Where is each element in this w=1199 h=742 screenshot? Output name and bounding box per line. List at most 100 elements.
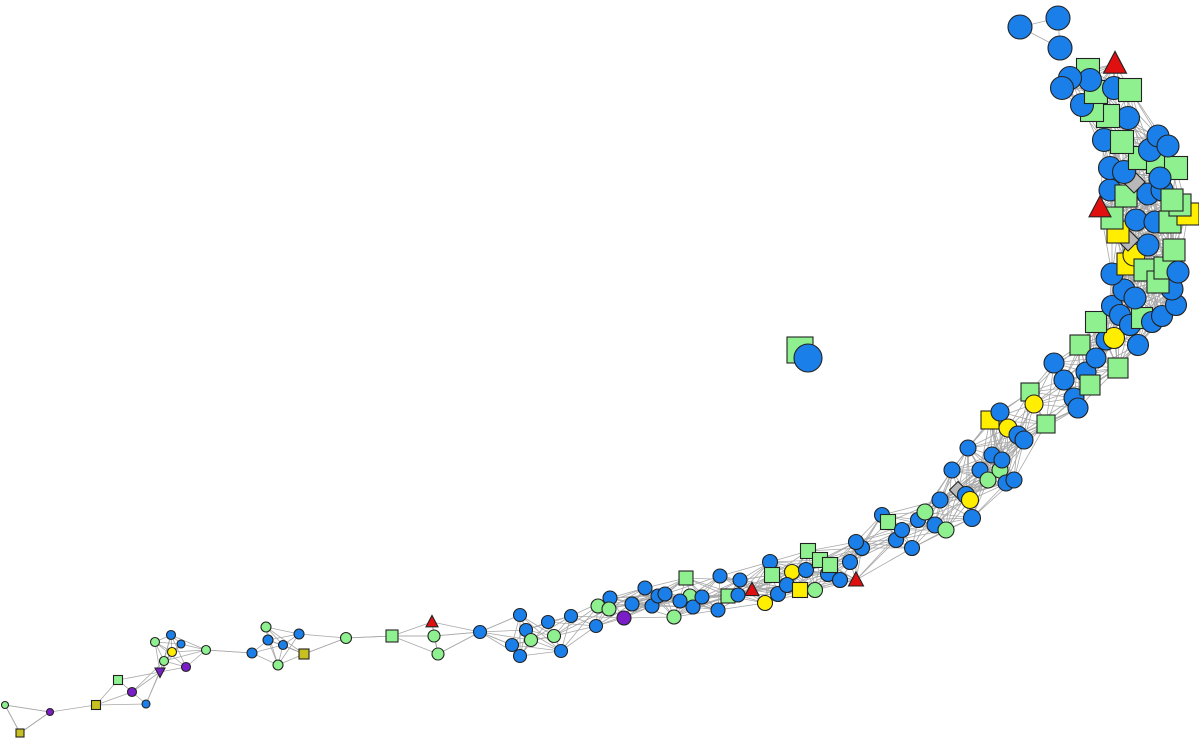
graph-node-green-square — [385, 629, 399, 643]
graph-node-green-square — [1109, 129, 1135, 155]
graph-edge — [433, 631, 481, 637]
graph-edge — [437, 631, 481, 655]
graph-node-green-circle — [149, 636, 161, 648]
graph-node-blue-circle — [1043, 352, 1065, 374]
graph-node-yellow-circle — [756, 594, 774, 612]
graph-node-olive-square — [15, 728, 25, 738]
graph-node-blue-circle — [1148, 166, 1172, 190]
graph-edge — [4, 704, 21, 734]
graph-edge — [277, 633, 300, 666]
graph-node-green-circle — [200, 644, 212, 656]
graph-node-blue-circle — [262, 634, 274, 646]
graph-node-green-circle — [916, 503, 934, 521]
graph-node-green-square — [1069, 334, 1091, 356]
graph-edge — [131, 671, 161, 693]
graph-edge — [855, 519, 919, 543]
graph-edge — [265, 626, 300, 635]
graph-node-green-circle — [546, 628, 562, 644]
graph-edge — [95, 703, 147, 706]
graph-edge — [971, 454, 993, 519]
graph-node-red-triangle — [744, 581, 760, 597]
graph-node-blue-circle — [1085, 347, 1107, 369]
graph-node-blue-circle — [732, 572, 748, 588]
graph-node-green-circle — [601, 601, 617, 617]
graph-edge — [49, 704, 97, 713]
graph-node-green-circle — [523, 632, 539, 648]
graph-node-yellow-circle — [166, 646, 178, 658]
graph-node-blue-circle — [959, 439, 977, 457]
graph-node-blue-circle — [903, 539, 921, 557]
graph-node-blue-circle — [831, 571, 849, 589]
graph-edge — [479, 614, 521, 633]
graph-node-blue-circle — [141, 699, 151, 709]
graph-node-yellow-circle — [1024, 394, 1044, 414]
graph-node-blue-circle — [1126, 333, 1150, 357]
graph-node-green-square — [1079, 374, 1101, 396]
graph-edge — [553, 625, 597, 637]
graph-nodes — [0, 5, 1199, 738]
graph-edge — [171, 649, 207, 653]
graph-node-blue-circle — [962, 508, 982, 528]
graph-node-blue-circle — [685, 599, 701, 615]
graph-node-blue-circle — [512, 648, 528, 664]
graph-edge — [989, 419, 1015, 481]
graph-node-blue-circle — [730, 587, 746, 603]
graph-node-blue-circle — [277, 639, 289, 651]
graph-node-blue-circle — [993, 451, 1011, 469]
graph-node-blue-circle — [176, 639, 186, 649]
graph-edge — [345, 635, 393, 639]
graph-edge — [303, 637, 347, 655]
graph-edge — [560, 605, 599, 652]
graph-node-blue-circle — [1047, 35, 1073, 61]
graph-node-green-square — [1117, 77, 1143, 103]
graph-node-green-square — [799, 542, 817, 560]
graph-node-green-square — [1036, 414, 1056, 434]
graph-edge — [265, 626, 279, 666]
graph-node-blue-circle — [504, 637, 520, 653]
graph-edge — [553, 605, 599, 637]
graph-node-blue-circle — [1067, 397, 1089, 419]
graph-node-blue-circle — [553, 643, 569, 659]
graph-node-blue-circle — [657, 586, 673, 602]
graph-node-blue-circle — [512, 607, 528, 623]
graph-node-olive-square — [298, 648, 310, 660]
graph-node-blue-circle — [1005, 471, 1023, 489]
graph-node-green-circle — [339, 631, 353, 645]
graph-edge — [4, 704, 51, 713]
graph-node-green-circle — [806, 581, 824, 599]
graph-node-purple-circle — [180, 661, 192, 673]
graph-node-blue-circle — [793, 343, 823, 373]
graph-node-blue-circle — [797, 561, 815, 579]
graph-node-blue-circle — [1123, 286, 1147, 310]
graph-edge — [95, 691, 133, 706]
graph-node-blue-circle — [293, 628, 305, 640]
graph-node-blue-circle — [1166, 260, 1190, 284]
graph-edge — [163, 649, 207, 662]
graph-edge — [117, 671, 161, 681]
graph-node-purple-circle — [616, 610, 632, 626]
graph-node-blue-circle — [165, 629, 177, 641]
graph-node-blue-circle — [1049, 75, 1075, 101]
graph-node-green-circle — [431, 647, 445, 661]
graph-node-blue-circle — [563, 608, 579, 624]
graph-edge — [19, 711, 51, 734]
graph-edge — [391, 635, 439, 655]
graph-node-yellow-circle — [960, 490, 980, 510]
graph-node-green-square — [1162, 238, 1186, 262]
graph-node-blue-circle — [1053, 369, 1075, 391]
graph-node-green-circle — [666, 609, 682, 625]
graph-node-green-square — [1160, 188, 1184, 212]
graph-node-blue-circle — [1136, 233, 1160, 257]
graph-node-blue-circle — [624, 596, 640, 612]
graph-node-blue-circle — [1077, 67, 1103, 93]
graph-node-blue-circle — [931, 491, 949, 509]
graph-edge — [391, 621, 433, 637]
graph-edge — [154, 641, 161, 673]
graph-edge — [431, 621, 481, 633]
graph-edge — [945, 469, 953, 531]
graph-node-blue-circle — [540, 614, 556, 630]
graph-node-blue-circle — [672, 593, 688, 609]
graph-node-blue-circle — [893, 521, 911, 539]
graph-node-blue-circle — [943, 461, 961, 479]
graph-node-green-square — [678, 570, 694, 586]
